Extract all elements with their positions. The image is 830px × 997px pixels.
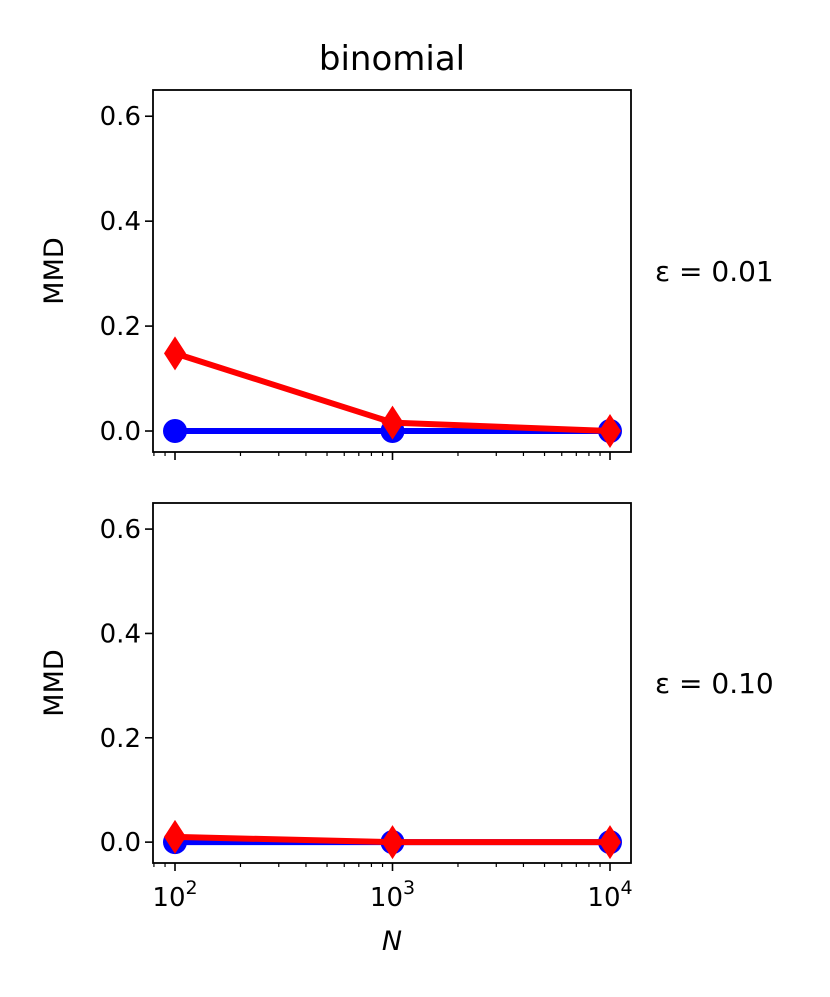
plot-frame <box>152 89 632 453</box>
y-tick-label: 0.2 <box>100 724 141 754</box>
x-tick-exponent: 3 <box>403 877 415 899</box>
y-tick-label: 0.0 <box>100 417 141 447</box>
x-tick-exponent: 2 <box>186 877 198 899</box>
y-tick-label: 0.4 <box>100 619 141 649</box>
panel-label: ε = 0.10 <box>655 667 774 700</box>
chart-title: binomial <box>319 39 465 79</box>
x-tick-label: 103 <box>370 877 415 913</box>
y-tick-label: 0.6 <box>100 515 141 545</box>
series-red <box>164 336 621 449</box>
panel-label: ε = 0.01 <box>655 255 774 288</box>
x-tick-base: 10 <box>152 883 185 913</box>
data-point-diamond <box>164 819 186 854</box>
x-tick-exponent: 4 <box>621 877 633 899</box>
data-point-diamond <box>599 825 621 860</box>
panels: 0.0 0.2 0.4 0.6 MMD ε = 0.01 0.0 0.2 0.4 0.6 MMD ε … <box>39 89 774 871</box>
data-point-diamond <box>381 825 404 860</box>
y-tick-label: 0.6 <box>100 102 141 132</box>
plot-frame <box>152 502 632 864</box>
y-tick-label: 0.0 <box>100 828 141 858</box>
data-point-diamond <box>164 336 186 371</box>
panel-1: 0.0 0.2 0.4 0.6 MMD ε = 0.01 <box>39 89 774 460</box>
data-point-circle <box>163 419 187 444</box>
x-tick-label: 102 <box>152 877 197 913</box>
x-axis-label: N <box>382 926 402 957</box>
data-point-diamond <box>599 414 621 449</box>
x-tick-base: 10 <box>587 883 620 913</box>
y-axis-label: MMD <box>39 237 70 304</box>
panel-2: 0.0 0.2 0.4 0.6 MMD ε = 0.10 <box>39 502 774 871</box>
data-point-diamond <box>381 405 404 440</box>
x-tick-label: 104 <box>587 877 632 913</box>
y-tick-label: 0.2 <box>100 312 141 342</box>
y-tick-label: 0.4 <box>100 207 141 237</box>
y-axis-label: MMD <box>39 649 70 716</box>
x-tick-base: 10 <box>370 883 403 913</box>
series-red <box>164 819 621 860</box>
